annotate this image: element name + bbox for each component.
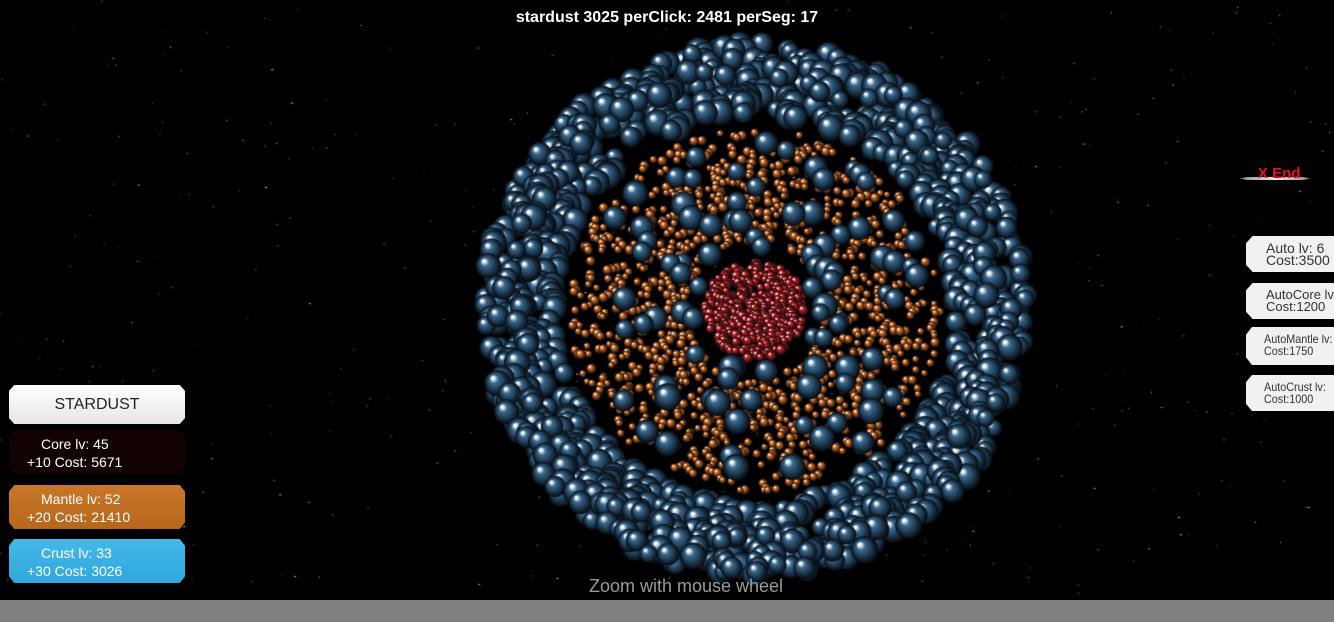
auto-upgrade-level: Auto lv: 6 bbox=[1266, 240, 1325, 256]
core-upgrade-cost: +10 Cost: 5671 bbox=[27, 454, 123, 470]
autocore-upgrade-button[interactable]: AutoCore lv Cost:1200 bbox=[1246, 283, 1334, 319]
zoom-hint: Zoom with mouse wheel bbox=[588, 576, 784, 596]
autocore-upgrade-level: AutoCore lv bbox=[1266, 287, 1334, 302]
end-button[interactable]: X End bbox=[1240, 165, 1334, 187]
mantle-upgrade-cost: +20 Cost: 21410 bbox=[27, 509, 131, 525]
automantle-upgrade-level: AutoMantle lv: bbox=[1264, 332, 1333, 346]
auto-upgrade-button[interactable]: Auto lv: 6 Cost:3500 bbox=[1246, 236, 1334, 272]
crust-upgrade-cost: +30 Cost: 3026 bbox=[27, 563, 123, 579]
game-canvas[interactable] bbox=[0, 0, 1334, 600]
autocrust-upgrade-cost: Cost:1000 bbox=[1264, 392, 1314, 406]
autocrust-upgrade-button[interactable]: AutoCrust lv: Cost:1000 bbox=[1246, 375, 1334, 411]
crust-upgrade-button[interactable]: Crust lv: 33 +30 Cost: 3026 bbox=[9, 539, 185, 583]
stardust-button[interactable]: STARDUST bbox=[9, 385, 185, 424]
automantle-upgrade-button[interactable]: AutoMantle lv: Cost:1750 bbox=[1246, 327, 1334, 365]
core-upgrade-button[interactable]: Core lv: 45 +10 Cost: 5671 bbox=[9, 430, 185, 474]
end-button-label: X End bbox=[1258, 165, 1301, 182]
auto-upgrade-cost: Cost:3500 bbox=[1266, 252, 1330, 268]
stats-readout: stardust 3025 perClick: 2481 perSeg: 17 bbox=[515, 9, 819, 26]
mantle-upgrade-level: Mantle lv: 52 bbox=[41, 491, 121, 507]
autocrust-upgrade-level: AutoCrust lv: bbox=[1264, 380, 1326, 394]
footer-bar bbox=[0, 600, 1334, 622]
autocore-upgrade-cost: Cost:1200 bbox=[1266, 299, 1326, 314]
mantle-upgrade-button[interactable]: Mantle lv: 52 +20 Cost: 21410 bbox=[9, 485, 185, 529]
core-upgrade-level: Core lv: 45 bbox=[41, 436, 109, 452]
end-button-frame bbox=[1240, 177, 1310, 180]
automantle-upgrade-cost: Cost:1750 bbox=[1264, 344, 1314, 358]
crust-upgrade-level: Crust lv: 33 bbox=[41, 545, 112, 561]
planet-sphere[interactable] bbox=[0, 0, 1334, 600]
